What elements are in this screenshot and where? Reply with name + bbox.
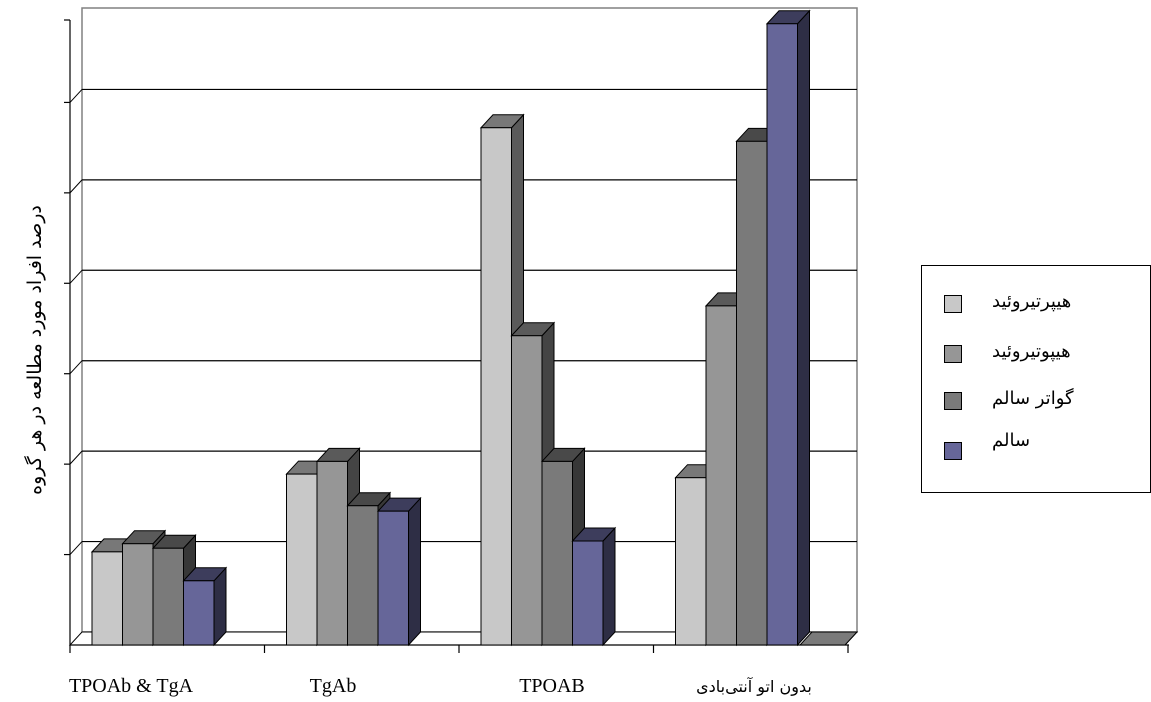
bar-0-3 (182, 566, 228, 647)
bar-front-2-0 (480, 127, 512, 646)
x-category-label-2: TPOAB (519, 675, 585, 697)
legend-label-hypothyroid: هیپوتیروئید (992, 341, 1071, 362)
legend-swatch-hyperthyroid (944, 295, 962, 313)
category-labels: TPOAb & TgA TgAb TPOAB بدون اتو آنتی‌بادی (69, 675, 812, 697)
gridline-join-60 (69, 89, 83, 103)
bars (90, 9, 859, 647)
legend: هیپرتیروئید هیپوتیروئید گواتر سالم سالم (921, 265, 1151, 493)
bar-front-0-2 (152, 547, 184, 646)
legend-label-healthy: سالم (992, 430, 1031, 451)
gridline-join-50 (69, 179, 83, 194)
legend-item-hyperthyroid: هیپرتیروئید (944, 291, 1134, 319)
gridline-join-30 (69, 360, 83, 375)
bar-3-3 (765, 9, 811, 647)
gridline-join-10 (69, 541, 83, 555)
gridline-join-40 (69, 269, 83, 284)
legend-item-hypothyroid: هیپوتیروئید (944, 341, 1134, 369)
bar-front-2-3 (572, 540, 604, 646)
legend-swatch-healthy (944, 442, 962, 460)
bar-front-3-2 (736, 140, 768, 646)
bar-front-1-2 (347, 505, 379, 646)
bar-front-3-1 (705, 305, 737, 646)
bar-2-3 (571, 526, 617, 647)
bar-1-3 (376, 496, 422, 647)
legend-item-healthy: سالم (944, 430, 1134, 466)
legend-swatch-hypothyroid (944, 345, 962, 363)
legend-swatch-healthy-goiter (944, 392, 962, 410)
legend-label-healthy-goiter: گواتر سالم (992, 388, 1074, 409)
bar-front-1-0 (286, 473, 318, 646)
y-axis-label: درصد افراد مورد مطالعه در هر گروه (24, 205, 46, 495)
bar-front-0-3 (183, 580, 215, 646)
bar-front-1-1 (316, 460, 348, 646)
bar-front-1-3 (377, 510, 409, 646)
floor-edge (798, 631, 859, 646)
bar-side-2-3 (602, 526, 616, 647)
legend-label-hyperthyroid: هیپرتیروئید (992, 291, 1072, 312)
legend-item-healthy-goiter: گواتر سالم (944, 388, 1134, 416)
x-category-label-1: TgAb (310, 675, 357, 697)
bar-front-2-1 (511, 335, 543, 646)
y-axis-label-wrap: درصد افراد مورد مطالعه در هر گروه (0, 90, 70, 610)
bar-front-3-3 (766, 23, 798, 646)
bar-front-2-2 (541, 460, 573, 646)
bar-side-3-3 (797, 9, 810, 647)
bar-front-0-1 (122, 543, 154, 646)
gridline-join-20 (69, 450, 83, 465)
x-category-label-0: TPOAb & TgA (69, 675, 194, 697)
x-category-label-3: بدون اتو آنتی‌بادی (696, 677, 812, 697)
bar-side-1-3 (408, 496, 421, 647)
bar-front-0-0 (91, 551, 123, 646)
bar-front-3-0 (675, 477, 707, 646)
